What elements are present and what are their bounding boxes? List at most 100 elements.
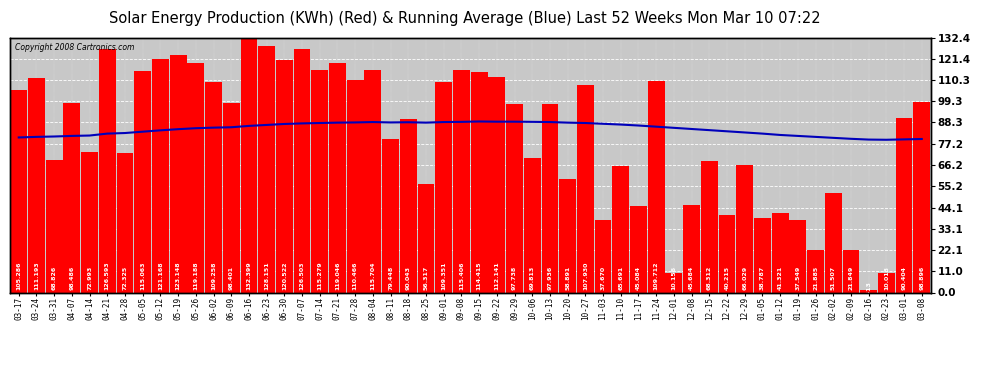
Bar [311,70,328,292]
Bar [436,82,452,292]
Bar [754,218,771,292]
Bar [81,152,98,292]
Bar [595,220,612,292]
Text: 98.486: 98.486 [69,266,74,290]
Text: 10.156: 10.156 [671,266,676,290]
Bar [737,165,753,292]
Bar [914,102,931,292]
Text: 69.813: 69.813 [530,266,535,290]
Bar [205,82,222,292]
Bar [683,204,700,292]
Bar [46,160,62,292]
Text: 56.317: 56.317 [424,266,429,290]
Bar [241,38,257,292]
Bar [789,220,806,292]
Bar [276,60,293,292]
Bar [99,49,116,292]
Text: 21.849: 21.849 [848,266,853,290]
Bar [878,273,895,292]
Text: 115.704: 115.704 [370,261,375,290]
Bar [807,251,824,292]
Bar [418,184,435,292]
Text: 21.885: 21.885 [813,266,818,290]
Bar [559,179,576,292]
Bar [400,119,417,292]
Bar [896,118,913,292]
Text: Copyright 2008 Cartronics.com: Copyright 2008 Cartronics.com [15,43,134,52]
Text: 37.670: 37.670 [601,266,606,290]
Text: 97.738: 97.738 [512,266,517,290]
Bar [382,140,399,292]
Bar [117,153,134,292]
Text: 1.413: 1.413 [866,281,871,301]
Bar [453,70,470,292]
Text: 126.593: 126.593 [105,261,110,290]
Bar [329,63,346,292]
Bar [613,166,630,292]
Bar [346,80,363,292]
Text: 126.503: 126.503 [300,261,305,290]
Text: Solar Energy Production (KWh) (Red) & Running Average (Blue) Last 52 Weeks Mon M: Solar Energy Production (KWh) (Red) & Ru… [110,11,821,26]
Text: 45.684: 45.684 [689,266,694,290]
Bar [771,213,788,292]
Bar [63,103,80,292]
Bar [187,63,204,292]
Text: 37.549: 37.549 [795,266,800,290]
Text: 45.084: 45.084 [636,266,641,290]
Text: 123.148: 123.148 [175,261,180,290]
Bar [542,104,558,292]
Bar [152,59,169,292]
Text: 90.404: 90.404 [902,266,907,290]
Bar [28,78,45,292]
Text: 115.063: 115.063 [141,261,146,290]
Text: 111.193: 111.193 [34,261,39,290]
Bar [364,70,381,292]
Bar [169,56,186,292]
Text: 68.312: 68.312 [707,266,712,290]
Bar [470,72,487,292]
Text: 98.896: 98.896 [920,266,925,290]
Text: 10.013: 10.013 [884,266,889,290]
Text: 109.258: 109.258 [211,261,216,290]
Text: 119.046: 119.046 [335,261,340,290]
Text: 128.151: 128.151 [264,261,269,290]
Bar [719,215,736,292]
Text: 51.507: 51.507 [831,266,836,290]
Bar [665,273,682,292]
Text: 72.993: 72.993 [87,266,92,290]
Text: 107.930: 107.930 [583,261,588,290]
Bar [630,206,646,292]
Text: 120.522: 120.522 [282,261,287,290]
Bar [701,161,718,292]
Text: 112.141: 112.141 [494,261,499,290]
Text: 110.466: 110.466 [352,261,357,290]
Text: 132.399: 132.399 [247,261,251,290]
Text: 115.279: 115.279 [317,261,323,290]
Bar [294,49,311,292]
Text: 41.321: 41.321 [777,266,783,290]
Text: 79.448: 79.448 [388,266,393,290]
Bar [577,85,594,292]
Bar [842,251,859,292]
Text: 97.936: 97.936 [547,266,552,290]
Bar [10,90,27,292]
Bar [825,193,842,292]
Text: 68.826: 68.826 [51,266,56,290]
Text: 40.215: 40.215 [725,266,730,290]
Text: 114.415: 114.415 [476,261,481,290]
Bar [524,158,541,292]
Text: 66.029: 66.029 [742,266,747,290]
Text: 38.787: 38.787 [760,266,765,290]
Text: 109.351: 109.351 [442,261,446,290]
Text: 121.168: 121.168 [157,261,163,290]
Text: 65.691: 65.691 [618,266,624,290]
Text: 109.712: 109.712 [653,261,658,290]
Text: 119.188: 119.188 [193,261,198,290]
Bar [488,76,505,292]
Bar [647,81,664,292]
Text: 105.286: 105.286 [16,261,21,290]
Bar [223,103,240,292]
Bar [506,104,523,292]
Text: 90.043: 90.043 [406,266,411,290]
Text: 98.401: 98.401 [229,266,234,290]
